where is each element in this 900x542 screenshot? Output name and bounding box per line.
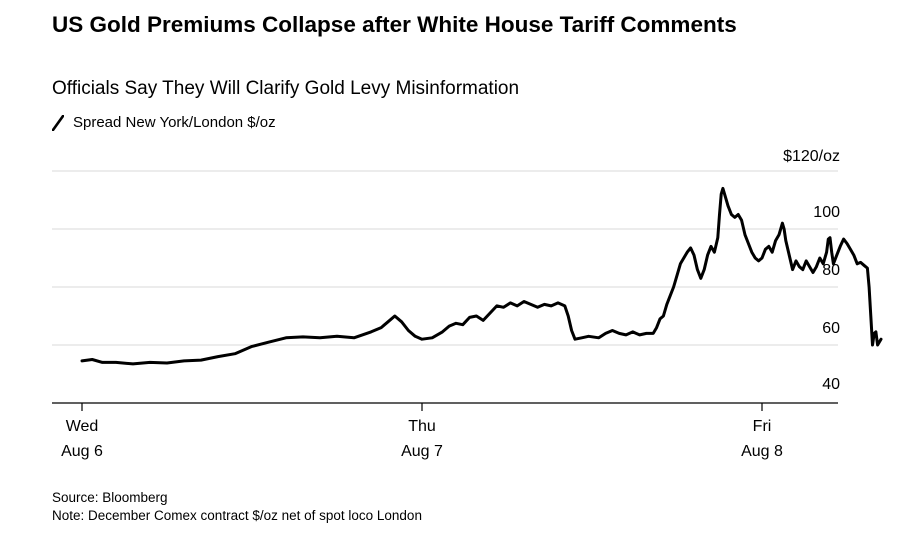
x-tick-label-day: Fri	[753, 418, 772, 435]
y-tick-label: $120/oz	[783, 148, 840, 165]
source-note: Source: Bloomberg	[52, 490, 168, 505]
chart-footer: Source: Bloomberg Note: December Comex c…	[52, 489, 422, 525]
chart-legend: Spread New York/London $/oz	[52, 113, 276, 133]
chart-subtitle: Officials Say They Will Clarify Gold Lev…	[52, 78, 520, 99]
x-tick-label-day: Thu	[408, 418, 436, 435]
x-tick-label-date: Aug 6	[61, 443, 103, 460]
y-tick-label: 100	[813, 204, 840, 221]
chart-title: US Gold Premiums Collapse after White Ho…	[52, 12, 737, 37]
y-tick-label: 80	[822, 262, 840, 279]
legend-label: Spread New York/London $/oz	[73, 114, 276, 131]
method-note: Note: December Comex contract $/oz net o…	[52, 508, 422, 523]
x-tick-label-date: Aug 7	[401, 443, 443, 460]
legend-line-icon	[52, 115, 64, 131]
y-tick-label: 40	[822, 376, 840, 393]
x-tick-label-day: Wed	[66, 418, 99, 435]
x-tick-label-date: Aug 8	[741, 443, 783, 460]
series-line-spread	[80, 186, 883, 366]
y-tick-label: 60	[822, 320, 840, 337]
